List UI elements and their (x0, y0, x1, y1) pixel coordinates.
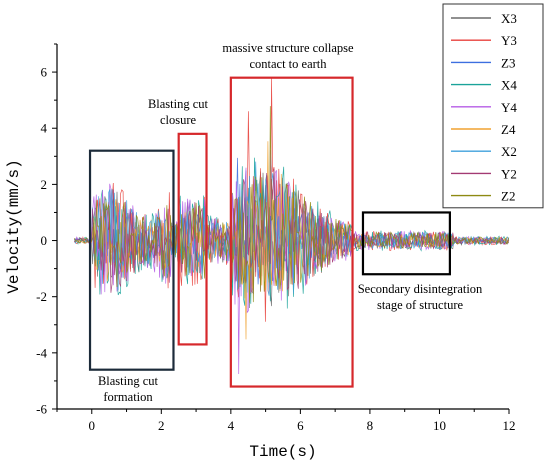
x-tick-label: 8 (367, 418, 374, 433)
y-tick-label: -6 (36, 402, 47, 417)
annotation-box-2 (177, 132, 208, 346)
x-tick-label: 6 (297, 418, 304, 433)
annotation-label-1: Blasting cut (98, 374, 159, 388)
y-tick-label: 0 (41, 233, 48, 248)
y-tick-label: -2 (36, 289, 47, 304)
legend: X3 Y3 Z3 X4 Y4 Z4 X2 Y2 Z2 (442, 3, 544, 209)
annotation-label-2: closure (160, 113, 197, 127)
legend-label-Y3: Y3 (501, 33, 517, 48)
series-line-Z2 (74, 106, 510, 303)
annotation-label-3: massive structure collapse (222, 41, 354, 55)
x-axis-label: Time(s) (249, 443, 316, 461)
y-tick-label: -4 (36, 345, 47, 360)
annotation-box-4 (361, 211, 451, 276)
annotation-label-2: Blasting cut (148, 97, 209, 111)
y-tick-label: 6 (41, 65, 48, 80)
legend-label-Z2: Z2 (501, 189, 515, 204)
annotation-box-1 (88, 149, 175, 371)
axes: 0 2 4 6 8 10 12 -6 -4 -2 0 2 4 6 Time(s) Velocity(mm/s) (5, 43, 516, 461)
legend-box (442, 3, 544, 209)
x-tick-label: 0 (89, 418, 96, 433)
series-lines (74, 77, 510, 375)
annotation-label-4: stage of structure (377, 298, 464, 312)
annotation-labels: Blasting cut formation Blasting cut closure… (98, 41, 483, 404)
y-tick-label: 2 (41, 177, 48, 192)
annotation-label-4: Secondary disintegration (358, 282, 483, 296)
x-tick-label: 10 (433, 418, 446, 433)
legend-label-X4: X4 (501, 78, 517, 93)
x-tick-label: 2 (158, 418, 165, 433)
legend-label-Z4: Z4 (501, 122, 516, 137)
legend-label-X3: X3 (501, 11, 517, 26)
legend-label-Y4: Y4 (501, 100, 517, 115)
legend-label-Y2: Y2 (501, 166, 517, 181)
y-axis-label: Velocity(mm/s) (5, 159, 23, 293)
annotation-box-3 (229, 76, 354, 388)
legend-label-X2: X2 (501, 144, 517, 159)
annotation-boxes (88, 76, 451, 388)
y-tick-label: 4 (41, 121, 48, 136)
annotation-label-3: contact to earth (249, 57, 327, 71)
x-tick-label: 4 (228, 418, 235, 433)
legend-label-Z3: Z3 (501, 55, 515, 70)
annotation-label-1: formation (103, 390, 153, 404)
x-tick-label: 12 (503, 418, 516, 433)
